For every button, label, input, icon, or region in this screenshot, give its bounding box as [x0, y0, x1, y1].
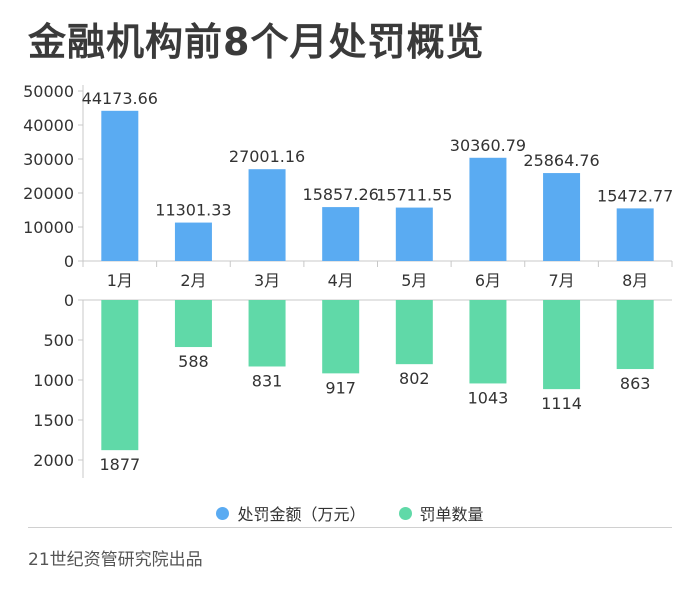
x-tick-label: 5月 [401, 271, 427, 290]
x-tick-label: 2月 [180, 271, 206, 290]
footer-divider [28, 527, 672, 528]
x-tick-label: 8月 [622, 271, 648, 290]
count-bar [174, 300, 212, 348]
x-tick-label: 3月 [254, 271, 280, 290]
amount-bar [174, 222, 212, 261]
amount-bar [322, 207, 360, 261]
top-y-tick-label: 20000 [23, 184, 74, 203]
amount-data-label: 25864.76 [523, 151, 599, 170]
count-data-label: 831 [252, 371, 283, 390]
bottom-y-tick-label: 500 [43, 331, 74, 350]
legend-label-count: 罚单数量 [419, 505, 484, 524]
bottom-y-tick-label: 1500 [33, 411, 74, 430]
legend: 处罚金额（万元） 罚单数量 [0, 501, 700, 525]
amount-bar [101, 110, 139, 261]
count-bar [101, 300, 139, 451]
count-bar [248, 300, 286, 367]
x-tick-label: 6月 [475, 271, 501, 290]
count-bar [469, 300, 507, 384]
top-y-tick-label: 50000 [23, 82, 74, 101]
amount-bar [395, 207, 433, 261]
count-data-label: 917 [325, 378, 356, 397]
amount-data-label: 30360.79 [450, 136, 526, 155]
x-tick-label: 4月 [328, 271, 354, 290]
amount-data-label: 15857.26 [303, 185, 379, 204]
count-data-label: 588 [178, 352, 209, 371]
count-data-label: 863 [620, 374, 651, 393]
top-y-tick-label: 10000 [23, 218, 74, 237]
legend-label-amount: 处罚金额（万元） [237, 505, 366, 524]
legend-dot-count [398, 506, 412, 520]
amount-data-label: 44173.66 [82, 89, 158, 108]
amount-bar [248, 169, 286, 261]
chart-title: 金融机构前8个月处罚概览 [28, 20, 485, 64]
source-credit: 21世纪资管研究院出品 [28, 550, 203, 570]
amount-data-label: 15711.55 [376, 186, 452, 205]
top-y-tick-label: 30000 [23, 150, 74, 169]
amount-bar [543, 173, 581, 261]
count-data-label: 1043 [468, 388, 509, 407]
amount-data-label: 15472.77 [597, 186, 673, 205]
amount-bar [469, 157, 507, 261]
x-tick-label: 1月 [107, 271, 133, 290]
bottom-y-tick-label: 0 [64, 291, 74, 310]
count-bar [543, 300, 581, 390]
count-bar [395, 300, 433, 365]
count-data-label: 1877 [99, 455, 140, 474]
x-tick-label: 7月 [548, 271, 574, 290]
top-y-tick-label: 0 [64, 252, 74, 271]
legend-item-count[interactable]: 罚单数量 [398, 501, 484, 525]
bottom-y-tick-label: 2000 [33, 451, 74, 470]
count-data-label: 802 [399, 369, 430, 388]
bottom-y-tick-label: 1000 [33, 371, 74, 390]
count-bar [616, 300, 654, 370]
amount-data-label: 11301.33 [155, 201, 231, 220]
count-bar [322, 300, 360, 374]
amount-bar [616, 208, 654, 261]
count-data-label: 1114 [541, 394, 582, 413]
legend-dot-amount [216, 506, 230, 520]
top-y-tick-label: 40000 [23, 116, 74, 135]
legend-item-amount[interactable]: 处罚金额（万元） [216, 501, 365, 525]
amount-data-label: 27001.16 [229, 147, 305, 166]
